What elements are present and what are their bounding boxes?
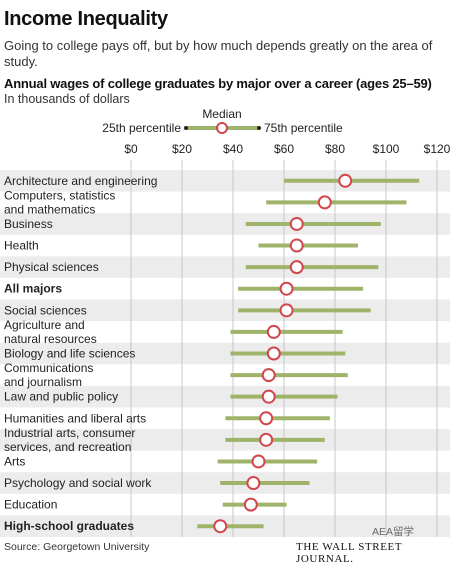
chart-title: Income Inequality — [4, 8, 168, 30]
row-band — [0, 213, 450, 235]
source-note: Source: Georgetown University — [4, 541, 150, 553]
publisher-logo: THE WALL STREET JOURNAL. — [296, 541, 402, 565]
row-band — [0, 342, 450, 365]
median-marker — [289, 216, 304, 231]
category-label: Computers, statistics and mathematics — [4, 188, 115, 216]
median-marker — [279, 303, 294, 318]
category-label: Business — [4, 217, 53, 231]
category-label: Agriculture and natural resources — [4, 318, 97, 346]
category-label: Industrial arts, consumer services, and r… — [4, 426, 135, 454]
category-label: Psychology and social work — [4, 476, 152, 490]
legend-median-label: Median — [202, 107, 241, 121]
legend-p75-dot — [257, 126, 261, 130]
category-label: Health — [4, 239, 39, 253]
x-tick-label: $120 — [424, 142, 450, 156]
category-label: Architecture and engineering — [4, 174, 157, 188]
median-marker — [266, 324, 281, 339]
median-marker — [317, 195, 332, 210]
median-marker — [246, 476, 261, 491]
median-marker — [279, 281, 294, 296]
row-band — [0, 170, 450, 192]
legend-median-marker — [216, 122, 228, 134]
category-label: Arts — [4, 454, 25, 468]
legend-p75-label: 75th percentile — [264, 121, 343, 135]
range-marks — [197, 173, 420, 534]
median-marker — [266, 346, 281, 361]
category-label: High-school graduates — [4, 519, 134, 533]
median-marker — [259, 411, 274, 426]
median-marker — [261, 368, 276, 383]
x-tick-label: $0 — [124, 142, 138, 156]
x-tick-label: $80 — [325, 142, 345, 156]
category-label: Physical sciences — [4, 260, 99, 274]
median-marker — [251, 454, 266, 469]
median-marker — [289, 260, 304, 275]
chart-subtitle: Going to college pays off, but by how mu… — [4, 38, 433, 69]
legend-p25-label: 25th percentile — [102, 121, 181, 135]
x-tick-label: $100 — [373, 142, 400, 156]
median-marker — [243, 497, 258, 512]
category-label: Biology and life sciences — [4, 347, 135, 361]
median-marker — [289, 238, 304, 253]
category-label: Social sciences — [4, 303, 87, 317]
legend: Median 25th percentile 75th percentile — [102, 107, 343, 135]
x-tick-label: $20 — [172, 142, 192, 156]
gridlines — [130, 160, 438, 537]
category-label: Communications and journalism — [4, 361, 93, 389]
category-label: Humanities and liberal arts — [4, 411, 146, 425]
row-band — [0, 256, 450, 278]
legend-p25-dot — [184, 126, 188, 130]
category-label: Law and public policy — [4, 390, 118, 404]
row-band — [0, 385, 450, 408]
category-label: All majors — [4, 282, 62, 296]
row-band — [0, 299, 450, 322]
category-label: Education — [4, 498, 57, 512]
median-marker — [338, 173, 353, 188]
units-note: In thousands of dollars — [4, 92, 130, 106]
x-tick-label: $40 — [223, 142, 243, 156]
median-marker — [259, 432, 274, 447]
x-tick-label: $60 — [274, 142, 294, 156]
median-marker — [213, 519, 228, 534]
row-band — [0, 429, 450, 451]
watermark: AEA留学 — [372, 526, 415, 538]
chart-heading: Annual wages of college graduates by maj… — [4, 76, 432, 91]
x-tick-labels: $0 $20 $40 $60 $80 $100 $120 — [124, 142, 450, 156]
median-marker — [261, 389, 276, 404]
